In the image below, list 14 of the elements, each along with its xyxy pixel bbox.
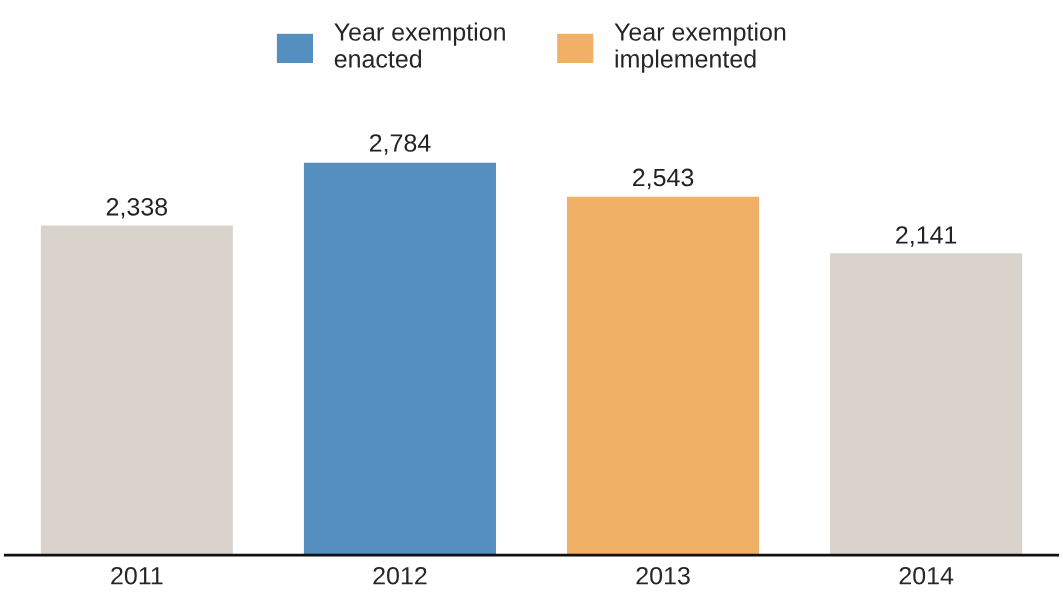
x-tick-label: 2014 (899, 566, 954, 585)
data-label: 2,543 (633, 168, 694, 190)
bar (830, 253, 1023, 556)
legend-label: Year exemption enacted (334, 22, 505, 68)
data-label: 2,141 (896, 226, 957, 247)
bar (303, 162, 496, 556)
legend-label: Year exemption implemented (614, 22, 786, 73)
bar (40, 225, 233, 556)
bar (567, 196, 760, 556)
data-label: 2,784 (369, 134, 431, 155)
x-tick-label: 2013 (636, 566, 690, 585)
x-tick-label: 2011 (111, 566, 163, 585)
data-label: 2,338 (106, 197, 168, 219)
x-tick-label: 2012 (373, 566, 427, 585)
